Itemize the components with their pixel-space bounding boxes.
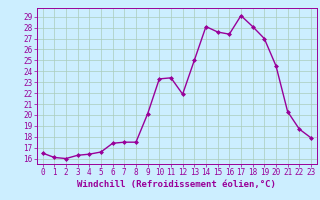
X-axis label: Windchill (Refroidissement éolien,°C): Windchill (Refroidissement éolien,°C): [77, 180, 276, 189]
